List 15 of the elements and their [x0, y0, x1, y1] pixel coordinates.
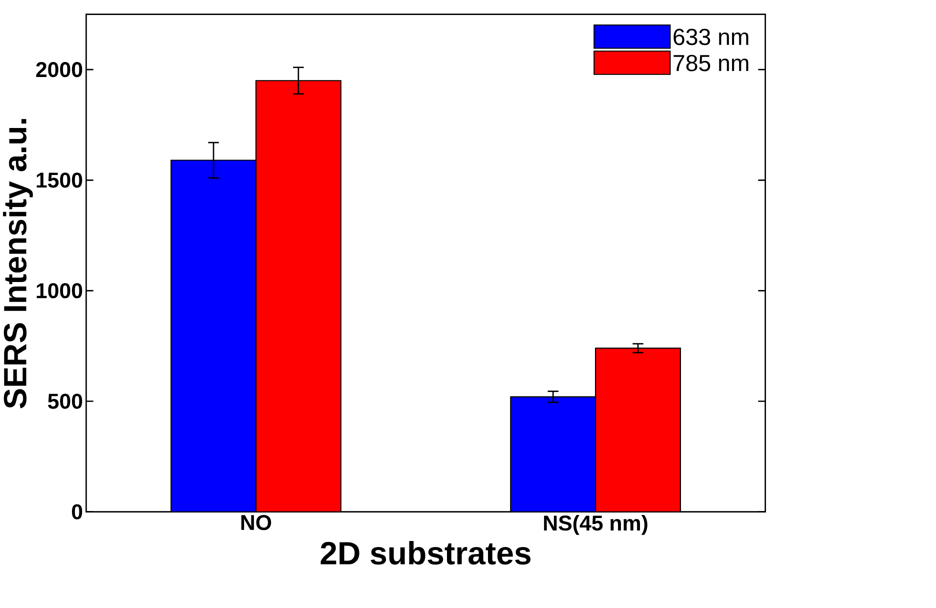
bar	[510, 396, 596, 512]
x-tick-label: NO	[241, 514, 272, 530]
y-tick-label: 1500	[36, 172, 82, 188]
legend-label: 785 nm	[674, 54, 748, 72]
legend-label: 633 nm	[674, 28, 748, 45]
x-axis-title: 2D substrates	[320, 540, 530, 564]
y-tick-label: 500	[48, 393, 82, 409]
y-tick-label: 2000	[36, 62, 82, 77]
y-tick-label: 1000	[36, 282, 82, 298]
bar	[595, 347, 681, 512]
y-tick-label: 0	[72, 504, 82, 520]
bar	[255, 80, 342, 512]
bar	[170, 159, 256, 512]
y-axis-title: SERS Intensity a.u.	[2, 118, 33, 408]
x-tick-label: NS(45 nm)	[544, 514, 648, 535]
